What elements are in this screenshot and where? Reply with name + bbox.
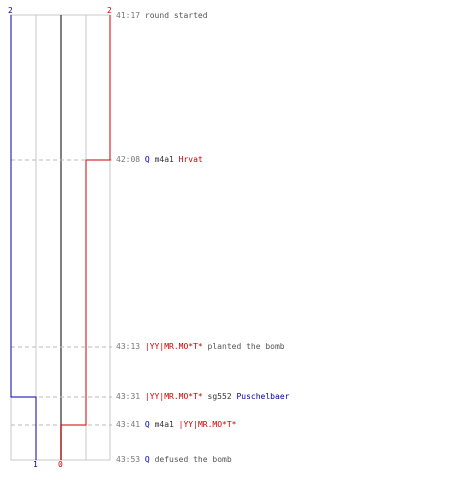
event-text: planted the bomb [207, 342, 285, 351]
event-time: 43:53 [116, 455, 141, 464]
t-team-alive-line [10, 15, 37, 460]
event-time: 43:41 [116, 420, 141, 429]
counter-top-right: 2 [107, 6, 112, 15]
victim-name: Hrvat [178, 155, 203, 164]
victim-name: Puschelbaer [236, 392, 290, 401]
counter-bottom-right: 0 [58, 460, 63, 469]
event-bomb-planted: 43:13 |YY|MR.MO*T* planted the bomb [116, 342, 285, 352]
counter-top-left: 2 [8, 6, 13, 15]
event-text: round started [144, 11, 208, 20]
killer-name: |YY|MR.MO*T* [144, 392, 203, 401]
event-time: 42:08 [116, 155, 141, 164]
victim-name: |YY|MR.MO*T* [178, 420, 237, 429]
event-time: 43:13 [116, 342, 141, 351]
event-text: defused the bomb [154, 455, 232, 464]
event-kill: 43:31 |YY|MR.MO*T* sg552 Puschelbaer [116, 392, 289, 402]
weapon-name: sg552 [207, 392, 232, 401]
actor-name: |YY|MR.MO*T* [144, 342, 203, 351]
event-bomb-defused: 43:53 Q defused the bomb [116, 455, 232, 465]
event-kill: 43:41 Q m4a1 |YY|MR.MO*T* [116, 420, 236, 430]
weapon-name: m4a1 [154, 155, 174, 164]
event-round-started: 41:17 round started [116, 11, 208, 21]
ct-team-alive-line [60, 15, 111, 460]
event-kill: 42:08 Q m4a1 Hrvat [116, 155, 203, 165]
killer-name: Q [144, 420, 150, 429]
event-time: 41:17 [116, 11, 141, 20]
weapon-name: m4a1 [154, 420, 174, 429]
killer-name: Q [144, 155, 150, 164]
actor-name: Q [144, 455, 150, 464]
event-time: 43:31 [116, 392, 141, 401]
counter-bottom-left: 1 [33, 460, 38, 469]
